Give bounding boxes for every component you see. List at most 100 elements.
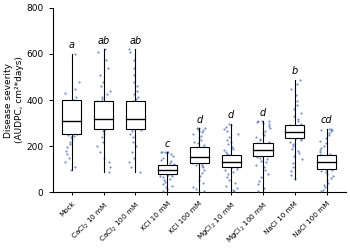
Point <box>289 169 294 173</box>
Point <box>222 148 227 152</box>
Point <box>102 127 107 131</box>
Point <box>95 115 100 119</box>
Point <box>267 146 272 150</box>
Point <box>128 121 134 125</box>
Point <box>168 168 174 172</box>
Point <box>95 108 100 112</box>
Point <box>201 150 206 154</box>
Point <box>327 152 332 156</box>
Point <box>254 141 260 145</box>
Point <box>161 176 166 180</box>
Point <box>328 127 334 131</box>
Point <box>235 132 241 136</box>
Point <box>293 136 299 140</box>
Point <box>101 132 107 136</box>
Point <box>225 142 230 146</box>
Point <box>66 100 72 104</box>
Point <box>75 107 81 111</box>
Point <box>195 160 201 164</box>
Point <box>254 120 260 124</box>
Point <box>226 154 231 158</box>
Point <box>323 164 329 168</box>
Point <box>136 126 141 130</box>
Point <box>100 129 106 133</box>
Point <box>290 132 296 136</box>
Point <box>105 66 111 70</box>
Point <box>191 132 196 136</box>
Point <box>194 187 199 191</box>
Point <box>131 113 136 117</box>
Point <box>106 170 112 174</box>
Point <box>253 135 259 139</box>
Point <box>127 132 133 136</box>
Point <box>329 168 335 172</box>
Point <box>126 119 132 123</box>
Point <box>63 149 69 153</box>
Point <box>99 102 104 105</box>
Point <box>166 165 172 169</box>
Point <box>75 119 80 123</box>
Point <box>133 144 139 148</box>
Point <box>256 119 261 123</box>
Point <box>290 161 296 165</box>
Point <box>129 122 134 126</box>
Point <box>68 140 73 144</box>
Point <box>130 99 135 103</box>
Point <box>330 162 336 166</box>
Bar <box>62 100 81 134</box>
Point <box>225 159 230 163</box>
Point <box>72 165 78 169</box>
Point <box>318 156 324 160</box>
Point <box>128 102 133 105</box>
Point <box>292 131 298 135</box>
Point <box>298 122 304 126</box>
Point <box>228 123 234 127</box>
Point <box>130 150 135 154</box>
Point <box>318 158 323 162</box>
Point <box>264 157 270 161</box>
Point <box>70 128 75 132</box>
Point <box>259 158 264 162</box>
Point <box>160 188 166 192</box>
Point <box>68 110 74 114</box>
Point <box>201 168 207 172</box>
Point <box>66 122 72 126</box>
Point <box>256 153 262 157</box>
Point <box>98 121 104 125</box>
Point <box>259 143 265 147</box>
Point <box>105 92 110 96</box>
Point <box>193 158 198 162</box>
Point <box>201 143 206 147</box>
Point <box>298 130 304 134</box>
Point <box>159 164 165 168</box>
Point <box>139 128 144 132</box>
Point <box>200 146 205 150</box>
Point <box>68 135 74 139</box>
Point <box>293 94 299 98</box>
Point <box>288 87 294 91</box>
Point <box>328 176 334 180</box>
Point <box>225 129 230 133</box>
Point <box>231 156 236 160</box>
Point <box>200 164 205 168</box>
Point <box>168 170 174 174</box>
Point <box>135 94 141 98</box>
Text: d: d <box>260 108 266 118</box>
Point <box>97 150 103 154</box>
Bar <box>94 101 113 129</box>
Point <box>260 121 266 125</box>
Point <box>72 86 78 90</box>
Point <box>94 144 99 148</box>
Point <box>230 146 236 150</box>
Point <box>133 108 138 112</box>
Point <box>71 134 77 138</box>
Point <box>169 172 175 176</box>
Text: d: d <box>228 110 234 120</box>
Point <box>138 124 144 128</box>
Point <box>136 112 142 116</box>
Point <box>167 176 173 180</box>
Point <box>169 174 175 178</box>
Point <box>294 98 300 102</box>
Point <box>162 150 168 154</box>
Point <box>320 188 326 192</box>
